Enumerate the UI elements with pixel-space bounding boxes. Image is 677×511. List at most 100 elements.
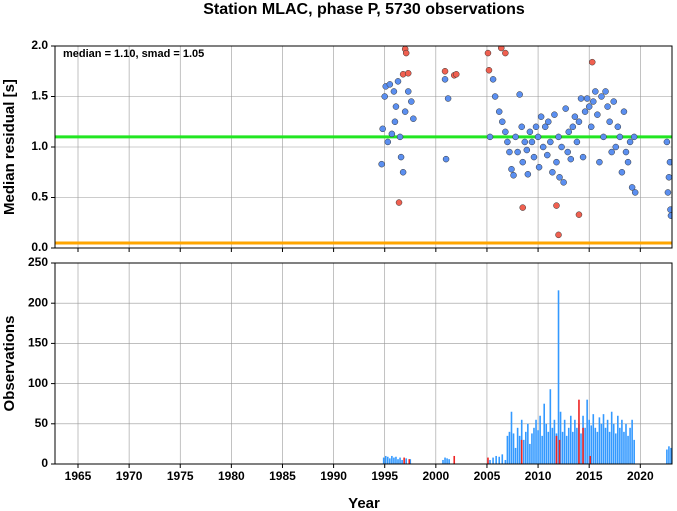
- x-tick-label: 2000: [422, 469, 449, 483]
- bar: [547, 431, 550, 464]
- point: [530, 153, 538, 161]
- point: [598, 93, 605, 100]
- bar: [518, 435, 521, 464]
- point: [667, 206, 672, 213]
- y-tick-label: 1.0: [31, 139, 48, 153]
- point: [547, 138, 554, 146]
- bar: [559, 411, 562, 464]
- bar: [399, 457, 401, 464]
- bar: [533, 427, 535, 464]
- bar: [592, 414, 595, 464]
- x-tick-label: 2020: [627, 469, 654, 483]
- point: [544, 151, 551, 159]
- point: [498, 46, 505, 52]
- point: [499, 118, 506, 125]
- point: [631, 189, 639, 196]
- point: [408, 98, 415, 105]
- point: [379, 125, 386, 133]
- point: [441, 68, 449, 75]
- point: [526, 128, 534, 136]
- x-axis-label: Year: [348, 495, 380, 511]
- point: [528, 138, 536, 146]
- bar: [504, 459, 507, 464]
- bar: [610, 411, 613, 464]
- point: [512, 133, 519, 141]
- bar: [487, 457, 489, 464]
- plot-layer: [382, 290, 672, 464]
- point: [381, 93, 388, 100]
- point: [602, 88, 609, 95]
- point: [622, 148, 630, 156]
- y-tick-label: 0: [41, 456, 48, 470]
- y-tick-label: 2.0: [31, 38, 48, 52]
- bar: [549, 389, 552, 464]
- y-tick-label: 1.5: [31, 89, 48, 103]
- point: [508, 165, 515, 173]
- point: [491, 93, 499, 100]
- point: [604, 103, 611, 110]
- bar: [588, 419, 590, 464]
- bar: [561, 431, 564, 464]
- bar: [506, 435, 509, 464]
- point: [396, 133, 404, 141]
- point: [583, 95, 591, 102]
- bar: [495, 455, 497, 464]
- point: [555, 133, 562, 141]
- bar: [529, 443, 531, 464]
- point: [606, 118, 613, 125]
- point: [581, 108, 589, 115]
- point: [402, 49, 410, 57]
- bar: [498, 456, 501, 464]
- point: [404, 70, 412, 77]
- bar: [448, 459, 450, 464]
- point: [392, 103, 400, 110]
- y-axis-label: Median residual [s]: [1, 79, 18, 215]
- point: [384, 138, 392, 146]
- bar: [537, 430, 539, 464]
- point: [573, 138, 581, 146]
- y-tick-label: 100: [28, 376, 48, 390]
- point: [556, 174, 563, 181]
- bar: [514, 447, 517, 464]
- bar: [408, 459, 411, 464]
- y-tick-label: 50: [35, 416, 49, 430]
- bar: [580, 433, 582, 464]
- point: [620, 108, 628, 115]
- point: [569, 123, 577, 131]
- bar: [576, 427, 578, 464]
- point: [394, 78, 402, 85]
- point: [587, 123, 595, 131]
- y-tick-label: 250: [28, 255, 48, 269]
- point: [618, 169, 626, 176]
- plot-frame: [54, 262, 673, 465]
- point: [502, 49, 509, 57]
- bar: [510, 411, 513, 464]
- point: [612, 143, 620, 151]
- point: [514, 148, 521, 156]
- point: [565, 128, 572, 136]
- point: [558, 143, 565, 151]
- bar: [545, 423, 548, 464]
- point: [560, 179, 567, 186]
- bar: [403, 457, 405, 464]
- point: [596, 158, 603, 166]
- point: [555, 231, 562, 239]
- point: [579, 153, 587, 161]
- bar: [633, 439, 635, 464]
- point: [484, 49, 492, 57]
- point: [630, 133, 638, 141]
- bar: [551, 427, 554, 464]
- point: [532, 123, 540, 131]
- point: [390, 88, 398, 95]
- bar: [589, 455, 592, 464]
- y-axis-label: Observations: [1, 316, 18, 412]
- point: [441, 76, 449, 83]
- point: [399, 169, 407, 176]
- bar: [578, 399, 580, 464]
- bar: [582, 427, 584, 464]
- bar: [539, 415, 541, 464]
- bar: [489, 459, 491, 464]
- point: [502, 128, 509, 136]
- bar: [531, 433, 533, 464]
- point: [395, 199, 403, 206]
